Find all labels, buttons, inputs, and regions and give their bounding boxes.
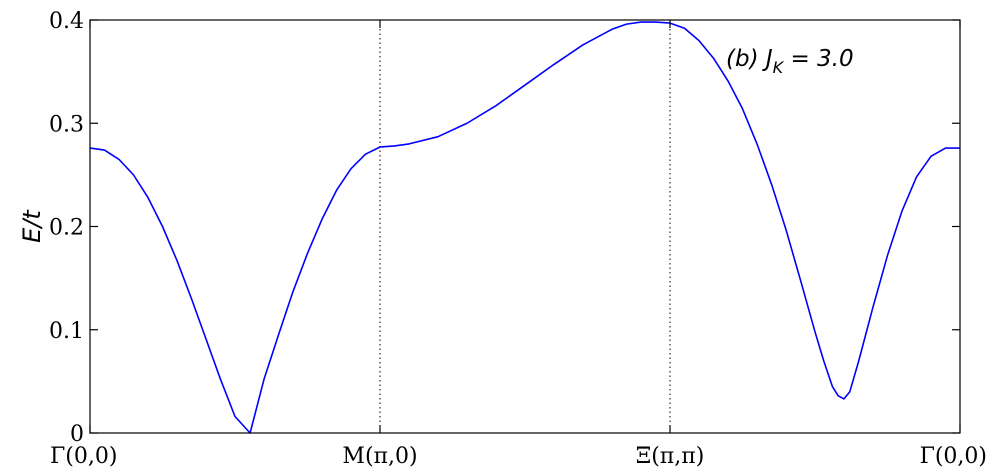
annotation-subscript: K <box>773 58 785 77</box>
y-axis-label: E/t <box>18 209 46 243</box>
high-symmetry-lines <box>379 20 671 433</box>
y-tick-label: 0.4 <box>49 9 84 34</box>
series-line-0 <box>89 21 960 434</box>
y-tick-label: 0 <box>70 422 84 447</box>
y-tick-label: 0.3 <box>49 112 84 137</box>
x-tick-label: Γ(0,0) <box>50 444 117 469</box>
annotation-suffix: = 3.0 <box>783 46 853 72</box>
x-axis: Γ(0,0) M(π,0) Ξ(π,π) Γ(0,0) <box>50 20 987 469</box>
annotation-prefix: (b) J <box>726 46 773 72</box>
y-axis: 0 0.1 0.2 0.3 0.4 <box>49 9 960 447</box>
y-tick-label: 0.2 <box>49 216 84 241</box>
coupling-annotation: (b) JK = 3.0 <box>726 46 854 77</box>
x-tick-label: Γ(0,0) <box>920 444 987 469</box>
dispersion-series <box>89 21 960 434</box>
x-tick-label: M(π,0) <box>342 444 417 469</box>
x-tick-label: Ξ(π,π) <box>636 444 705 469</box>
y-tick-label: 0.1 <box>49 319 84 344</box>
plot-frame <box>89 19 961 434</box>
